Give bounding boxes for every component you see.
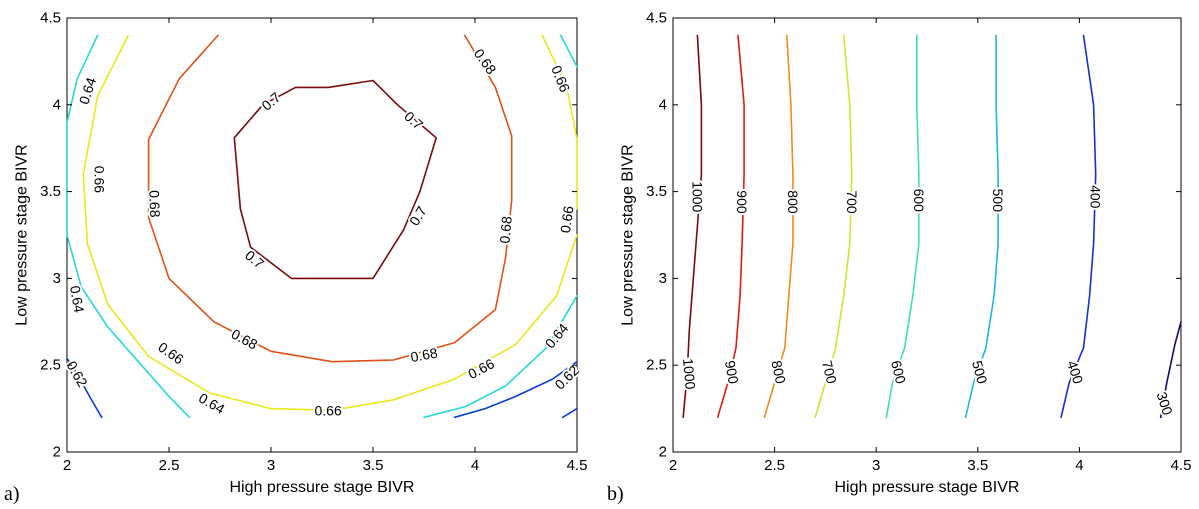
contour-line (885, 34, 920, 419)
contour-line (682, 34, 703, 419)
contour-label: 500 (990, 189, 1006, 213)
x-axis-label: High pressure stage BIVR (230, 479, 415, 496)
x-tick-label: 4.5 (1171, 457, 1192, 474)
contour-label: 900 (734, 190, 750, 214)
contour-label: 1000 (680, 358, 699, 391)
contour-label: 1000 (689, 181, 705, 212)
x-tick-label: 2.5 (159, 457, 180, 474)
x-tick-label: 2.5 (764, 457, 785, 474)
contour-line (233, 79, 437, 280)
y-tick-label: 3.5 (646, 183, 667, 200)
contour-line (964, 34, 999, 419)
contour-line (66, 34, 191, 419)
y-tick-label: 4 (53, 96, 61, 113)
contour-label: 400 (1088, 185, 1104, 209)
x-tick-label: 4.5 (567, 457, 588, 474)
x-tick-label: 4 (471, 457, 479, 474)
contour-line (423, 295, 578, 419)
y-tick-label: 2 (659, 444, 667, 461)
y-tick-label: 4.5 (40, 10, 61, 27)
contour-line (82, 34, 578, 412)
x-tick-label: 2 (669, 457, 677, 474)
contour-line (147, 34, 513, 363)
contour-label: 600 (911, 189, 927, 213)
contour-line (814, 34, 853, 419)
contour-label: 0.66 (314, 402, 341, 418)
plot-frame (66, 17, 578, 453)
contour-line (763, 34, 794, 419)
x-tick-label: 3 (872, 457, 880, 474)
contour-line (1060, 34, 1097, 419)
x-tick-label: 2 (63, 457, 71, 474)
panel-label: b) (607, 483, 624, 505)
y-tick-label: 2.5 (646, 357, 667, 374)
plot-frame (672, 17, 1182, 453)
x-tick-label: 3.5 (363, 457, 384, 474)
y-tick-label: 2.5 (40, 357, 61, 374)
y-tick-label: 3 (659, 270, 667, 287)
contour-label: 0.66 (557, 205, 577, 234)
panel-label: a) (4, 483, 20, 505)
contour-label: 800 (785, 190, 801, 214)
y-axis-label: Low pressure stage BIVR (14, 144, 31, 325)
contour-label: 700 (844, 190, 860, 214)
y-axis-label: Low pressure stage BIVR (620, 144, 637, 325)
contour-line (1159, 321, 1182, 419)
contour-line (559, 34, 578, 68)
contour-line (541, 34, 578, 210)
x-axis-label: High pressure stage BIVR (835, 479, 1020, 496)
x-tick-label: 3.5 (967, 457, 988, 474)
contour-line (453, 360, 578, 419)
x-tick-label: 4 (1075, 457, 1083, 474)
y-tick-label: 4 (659, 96, 667, 113)
y-tick-label: 2 (53, 444, 61, 461)
contour-label: 0.66 (92, 166, 108, 193)
y-tick-label: 3 (53, 270, 61, 287)
y-tick-label: 4.5 (646, 10, 667, 27)
contour-label: 0.68 (146, 190, 163, 218)
panel-a: 0.640.660.680.640.620.660.640.680.660.68… (4, 10, 587, 506)
contour-label: 0.68 (496, 215, 514, 244)
x-tick-label: 3 (267, 457, 275, 474)
contour-line (561, 407, 578, 419)
contour-line (716, 34, 745, 419)
contour-line (66, 357, 103, 419)
y-tick-label: 3.5 (40, 183, 61, 200)
contour-label: 900 (722, 359, 742, 385)
